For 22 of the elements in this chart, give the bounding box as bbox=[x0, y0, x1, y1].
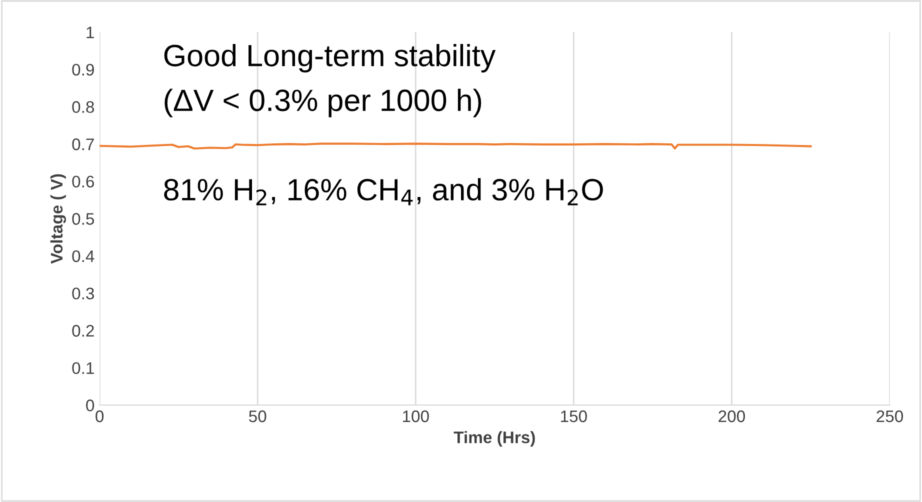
y-tick-label: 0.4 bbox=[72, 250, 94, 262]
y-tick-label: 0.7 bbox=[72, 138, 94, 150]
y-tick-label: 0.1 bbox=[72, 362, 94, 374]
x-axis-title: Time (Hrs) bbox=[454, 431, 535, 447]
y-tick-label: 0.9 bbox=[72, 64, 94, 76]
x-tick-label: 50 bbox=[249, 410, 266, 422]
y-tick-label: 0.5 bbox=[72, 213, 94, 225]
y-tick-label: 0.8 bbox=[72, 101, 94, 113]
x-tick-label: 200 bbox=[718, 410, 745, 422]
annotation: (ΔV < 0.3% per 1000 h) bbox=[164, 88, 482, 118]
annotation: 81% H$_{2}$, 16% CH$_{4}$, and 3% H$_{2}$O bbox=[164, 178, 603, 206]
y-tick-label: 0 bbox=[86, 400, 94, 412]
y-tick-label: 0.3 bbox=[72, 288, 94, 300]
x-tick-label: 250 bbox=[876, 410, 903, 422]
x-tick-label: 150 bbox=[561, 410, 587, 422]
y-axis-title: Voltage ( V) bbox=[50, 174, 66, 264]
x-tick-label: 100 bbox=[403, 410, 429, 422]
y-tick-label: 0.6 bbox=[72, 176, 94, 188]
y-tick-label: 1 bbox=[86, 26, 94, 38]
y-tick-label: 0.2 bbox=[72, 324, 94, 337]
x-tick-label: 0 bbox=[96, 410, 104, 422]
annotation: Good Long-term stability bbox=[164, 44, 496, 72]
